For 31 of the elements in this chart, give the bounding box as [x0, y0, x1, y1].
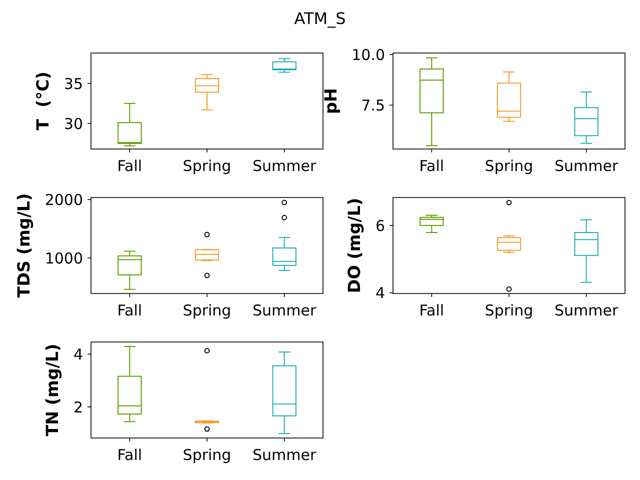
x-tick-label: Spring	[182, 446, 232, 464]
y-tick-label: 6	[375, 216, 385, 235]
y-axis-title: TDS (mg/L)	[14, 193, 34, 298]
y-tick-label: 35	[64, 74, 83, 93]
x-tick-label: Summer	[554, 302, 619, 320]
chart-title: ATM_S	[294, 9, 346, 28]
y-axis-title: pH	[320, 88, 340, 114]
y-tick-label: 10.0	[352, 46, 385, 64]
x-tick-label: Spring	[182, 302, 232, 320]
x-tick-label: Fall	[117, 157, 142, 175]
x-tick-label: Spring	[484, 302, 534, 320]
y-tick-label: 2000	[44, 190, 83, 209]
y-tick-label: 7.5	[361, 96, 385, 115]
x-tick-label: Summer	[252, 157, 317, 175]
x-tick-label: Fall	[117, 302, 142, 320]
y-tick-label: 30	[64, 114, 83, 133]
y-axis-title: DO (mg/L)	[344, 198, 364, 294]
y-tick-label: 2	[73, 398, 83, 416]
x-tick-label: Summer	[252, 446, 317, 464]
y-tick-label: 1000	[44, 249, 83, 268]
x-tick-label: Spring	[182, 157, 232, 175]
y-axis-title: TN (mg/L)	[42, 344, 62, 436]
x-tick-label: Fall	[117, 446, 142, 464]
x-tick-label: Summer	[554, 157, 619, 175]
x-tick-label: Spring	[484, 157, 534, 175]
y-tick-label: 4	[375, 284, 385, 302]
x-tick-label: Summer	[252, 302, 317, 320]
y-tick-label: 4	[73, 346, 83, 364]
y-axis-title: T (°C)	[32, 72, 53, 130]
x-tick-label: Fall	[419, 302, 444, 320]
x-tick-label: Fall	[419, 157, 444, 175]
